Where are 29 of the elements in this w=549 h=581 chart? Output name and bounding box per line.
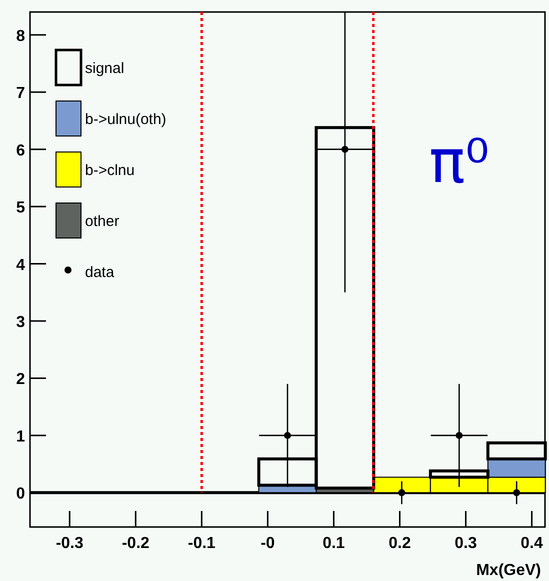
- y-tick-label: 3: [16, 314, 26, 331]
- y-tick-label: 7: [16, 85, 26, 102]
- x-tick-label: 0.2: [388, 535, 411, 552]
- legend-label: b->ulnu(oth): [85, 111, 166, 128]
- legend-label: other: [85, 213, 120, 230]
- x-tick-label: -0.3: [56, 535, 84, 552]
- x-tick-label: -0.2: [122, 535, 150, 552]
- x-tick-label: -0: [260, 535, 275, 552]
- x-tick-label: 0.4: [520, 535, 544, 552]
- x-tick-label: 0.1: [322, 535, 345, 552]
- point: [341, 146, 348, 153]
- point: [398, 489, 406, 496]
- y-tick-label: 8: [16, 28, 26, 45]
- x-axis-title: Mx(GeV): [476, 562, 541, 579]
- legend-label: signal: [85, 60, 124, 77]
- y-tick-label: 4: [16, 256, 26, 274]
- legend-label: data: [85, 264, 115, 281]
- y-tick-label: 6: [16, 142, 26, 160]
- point: [513, 489, 520, 496]
- x-tick-label: -0.1: [188, 535, 216, 552]
- legend-label: b->clnu: [85, 162, 135, 179]
- point: [456, 432, 463, 439]
- y-tick-label: 2: [16, 371, 26, 388]
- y-tick-label: 5: [16, 200, 26, 217]
- point: [284, 432, 291, 439]
- annotation: π⁰: [429, 127, 490, 197]
- y-tick-label: 1: [16, 428, 26, 446]
- y-tick-label: 0: [16, 486, 26, 503]
- x-tick-label: 0.3: [454, 535, 477, 552]
